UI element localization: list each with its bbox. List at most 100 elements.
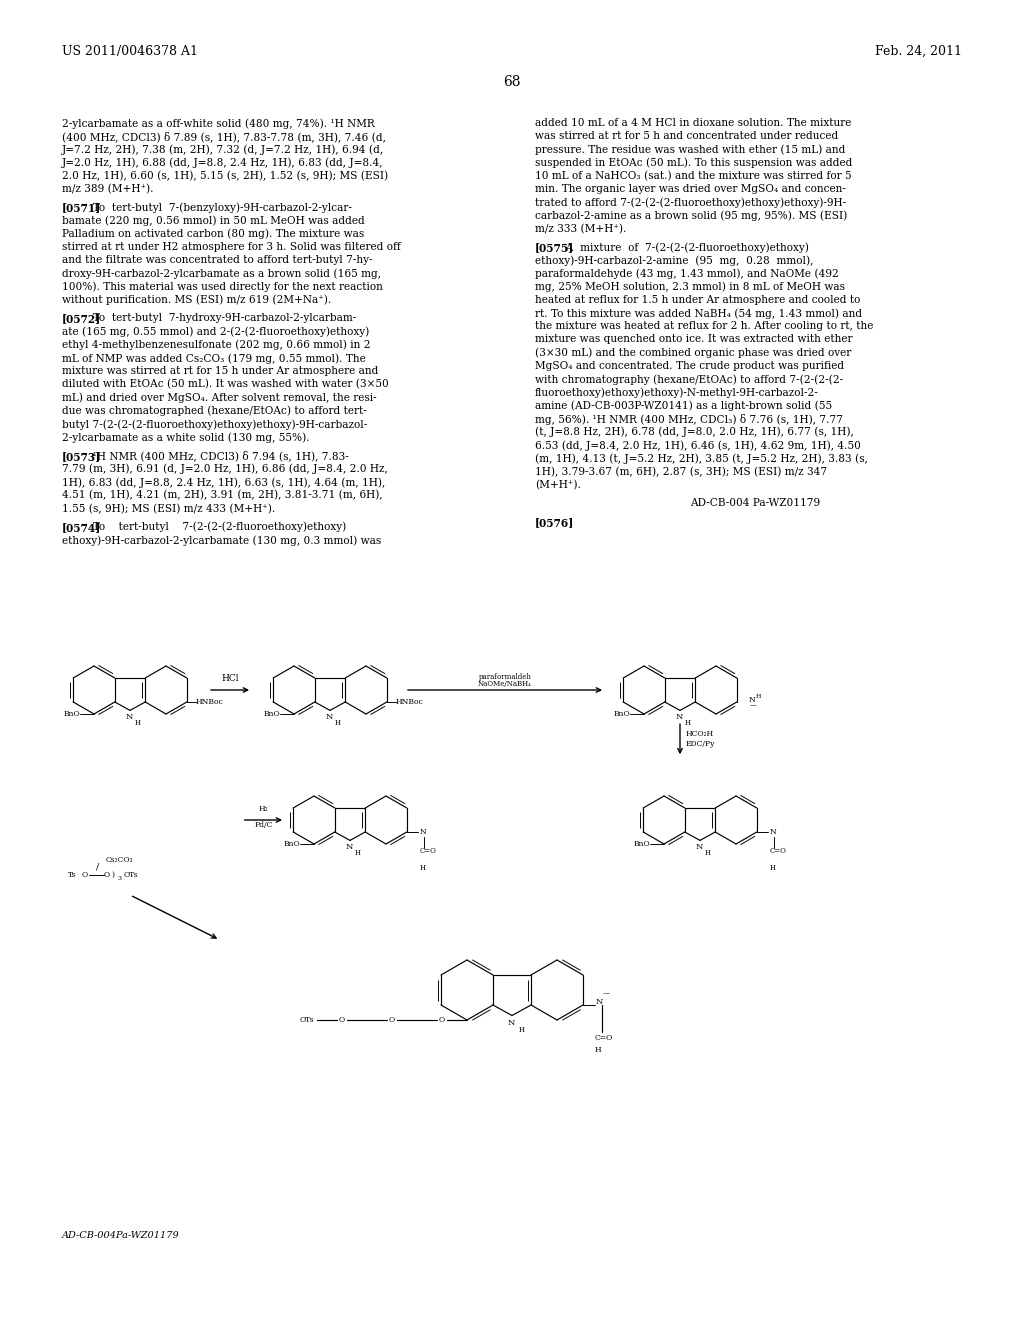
Text: C=O: C=O [420, 847, 436, 855]
Text: trated to afford 7-(2-(2-(2-fluoroethoxy)ethoxy)ethoxy)-9H-: trated to afford 7-(2-(2-(2-fluoroethoxy… [535, 197, 846, 207]
Text: O: O [104, 871, 111, 879]
Text: H: H [135, 719, 140, 727]
Text: fluoroethoxy)ethoxy)ethoxy)-N-methyl-9H-carbazol-2-: fluoroethoxy)ethoxy)ethoxy)-N-methyl-9H-… [535, 387, 819, 397]
Text: pressure. The residue was washed with ether (15 mL) and: pressure. The residue was washed with et… [535, 144, 846, 154]
Text: N: N [696, 843, 703, 851]
Text: N: N [346, 843, 353, 851]
Text: N: N [126, 713, 133, 721]
Text: suspended in EtOAc (50 mL). To this suspension was added: suspended in EtOAc (50 mL). To this susp… [535, 157, 852, 168]
Text: To    tert-butyl    7-(2-(2-(2-fluoroethoxy)ethoxy): To tert-butyl 7-(2-(2-(2-fluoroethoxy)et… [86, 521, 346, 532]
Text: A  mixture  of  7-(2-(2-(2-fluoroethoxy)ethoxy): A mixture of 7-(2-(2-(2-fluoroethoxy)eth… [559, 242, 809, 252]
Text: was stirred at rt for 5 h and concentrated under reduced: was stirred at rt for 5 h and concentrat… [535, 131, 839, 141]
Text: To  tert-butyl  7-(benzyloxy)-9H-carbazol-2-ylcar-: To tert-butyl 7-(benzyloxy)-9H-carbazol-… [86, 202, 351, 213]
Text: H: H [756, 693, 761, 698]
Text: 6.53 (dd, J=8.4, 2.0 Hz, 1H), 6.46 (s, 1H), 4.62 9m, 1H), 4.50: 6.53 (dd, J=8.4, 2.0 Hz, 1H), 6.46 (s, 1… [535, 440, 861, 450]
Text: AD-CB-004Pa-WZ01179: AD-CB-004Pa-WZ01179 [62, 1230, 180, 1239]
Text: H: H [354, 849, 360, 857]
Text: [0572]: [0572] [62, 313, 101, 325]
Text: N: N [420, 828, 426, 836]
Text: /: / [96, 862, 99, 871]
Text: 100%). This material was used directly for the next reaction: 100%). This material was used directly f… [62, 281, 383, 292]
Text: min. The organic layer was dried over MgSO₄ and concen-: min. The organic layer was dried over Mg… [535, 183, 846, 194]
Text: rt. To this mixture was added NaBH₄ (54 mg, 1.43 mmol) and: rt. To this mixture was added NaBH₄ (54 … [535, 308, 862, 318]
Text: paraformaldehyde (43 mg, 1.43 mmol), and NaOMe (492: paraformaldehyde (43 mg, 1.43 mmol), and… [535, 268, 839, 279]
Text: stirred at rt under H2 atmosphere for 3 h. Solid was filtered off: stirred at rt under H2 atmosphere for 3 … [62, 242, 400, 252]
Text: HNBoc: HNBoc [196, 698, 223, 706]
Text: due was chromatographed (hexane/EtOAc) to afford tert-: due was chromatographed (hexane/EtOAc) t… [62, 405, 367, 416]
Text: (3×30 mL) and the combined organic phase was dried over: (3×30 mL) and the combined organic phase… [535, 347, 851, 358]
Text: mixture was stirred at rt for 15 h under Ar atmosphere and: mixture was stirred at rt for 15 h under… [62, 366, 379, 376]
Text: US 2011/0046378 A1: US 2011/0046378 A1 [62, 45, 198, 58]
Text: BnO: BnO [263, 710, 280, 718]
Text: ate (165 mg, 0.55 mmol) and 2-(2-(2-fluoroethoxy)ethoxy): ate (165 mg, 0.55 mmol) and 2-(2-(2-fluo… [62, 326, 370, 337]
Text: H: H [685, 719, 690, 727]
Text: J=2.0 Hz, 1H), 6.88 (dd, J=8.8, 2.4 Hz, 1H), 6.83 (dd, J=8.4,: J=2.0 Hz, 1H), 6.88 (dd, J=8.8, 2.4 Hz, … [62, 157, 384, 168]
Text: paraformaldeh: paraformaldeh [478, 673, 531, 681]
Text: [0576]: [0576] [535, 516, 574, 528]
Text: OTs: OTs [299, 1016, 314, 1024]
Text: HNBoc: HNBoc [396, 698, 424, 706]
Text: O: O [82, 871, 88, 879]
Text: 1H), 6.83 (dd, J=8.8, 2.4 Hz, 1H), 6.63 (s, 1H), 4.64 (m, 1H),: 1H), 6.83 (dd, J=8.8, 2.4 Hz, 1H), 6.63 … [62, 477, 385, 487]
Text: AD-CB-004 Pa-WZ01179: AD-CB-004 Pa-WZ01179 [690, 498, 820, 508]
Text: HCO₂H: HCO₂H [686, 730, 714, 738]
Text: (t, J=8.8 Hz, 2H), 6.78 (dd, J=8.0, 2.0 Hz, 1H), 6.77 (s, 1H),: (t, J=8.8 Hz, 2H), 6.78 (dd, J=8.0, 2.0 … [535, 426, 854, 437]
Text: H: H [420, 865, 425, 873]
Text: mg, 56%). ¹H NMR (400 MHz, CDCl₃) δ 7.76 (s, 1H), 7.77: mg, 56%). ¹H NMR (400 MHz, CDCl₃) δ 7.76… [535, 413, 843, 425]
Text: amine (AD-CB-003P-WZ0141) as a light-brown solid (55: amine (AD-CB-003P-WZ0141) as a light-bro… [535, 400, 833, 411]
Text: 1.55 (s, 9H); MS (ESI) m/z 433 (M+H⁺).: 1.55 (s, 9H); MS (ESI) m/z 433 (M+H⁺). [62, 503, 275, 513]
Text: Pd/C: Pd/C [254, 821, 272, 829]
Text: J=7.2 Hz, 2H), 7.38 (m, 2H), 7.32 (d, J=7.2 Hz, 1H), 6.94 (d,: J=7.2 Hz, 2H), 7.38 (m, 2H), 7.32 (d, J=… [62, 144, 384, 154]
Text: (400 MHz, CDCl3) δ 7.89 (s, 1H), 7.83-7.78 (m, 3H), 7.46 (d,: (400 MHz, CDCl3) δ 7.89 (s, 1H), 7.83-7.… [62, 131, 386, 143]
Text: N: N [596, 998, 603, 1006]
Text: H: H [335, 719, 341, 727]
Text: ethoxy)-9H-carbazol-2-amine  (95  mg,  0.28  mmol),: ethoxy)-9H-carbazol-2-amine (95 mg, 0.28… [535, 255, 813, 265]
Text: bamate (220 mg, 0.56 mmol) in 50 mL MeOH was added: bamate (220 mg, 0.56 mmol) in 50 mL MeOH… [62, 215, 365, 226]
Text: 3: 3 [117, 876, 121, 882]
Text: BnO: BnO [63, 710, 80, 718]
Text: MgSO₄ and concentrated. The crude product was purified: MgSO₄ and concentrated. The crude produc… [535, 360, 844, 371]
Text: (m, 1H), 4.13 (t, J=5.2 Hz, 2H), 3.85 (t, J=5.2 Hz, 2H), 3.83 (s,: (m, 1H), 4.13 (t, J=5.2 Hz, 2H), 3.85 (t… [535, 453, 868, 463]
Text: mixture was quenched onto ice. It was extracted with ether: mixture was quenched onto ice. It was ex… [535, 334, 853, 345]
Text: diluted with EtOAc (50 mL). It was washed with water (3×50: diluted with EtOAc (50 mL). It was washe… [62, 379, 389, 389]
Text: N: N [326, 713, 333, 721]
Text: 7.79 (m, 3H), 6.91 (d, J=2.0 Hz, 1H), 6.86 (dd, J=8.4, 2.0 Hz,: 7.79 (m, 3H), 6.91 (d, J=2.0 Hz, 1H), 6.… [62, 463, 388, 474]
Text: ): ) [111, 871, 114, 879]
Text: BnO: BnO [613, 710, 630, 718]
Text: 4.51 (m, 1H), 4.21 (m, 2H), 3.91 (m, 2H), 3.81-3.71 (m, 6H),: 4.51 (m, 1H), 4.21 (m, 2H), 3.91 (m, 2H)… [62, 490, 383, 500]
Text: OTs: OTs [124, 871, 138, 879]
Text: [0573]: [0573] [62, 450, 101, 462]
Text: Palladium on activated carbon (80 mg). The mixture was: Palladium on activated carbon (80 mg). T… [62, 228, 365, 239]
Text: EDC/Py: EDC/Py [686, 741, 716, 748]
Text: [0571]: [0571] [62, 202, 101, 214]
Text: BnO: BnO [634, 840, 650, 847]
Text: N: N [769, 828, 776, 836]
Text: [0574]: [0574] [62, 521, 101, 533]
Text: m/z 389 (M+H⁺).: m/z 389 (M+H⁺). [62, 183, 154, 194]
Text: droxy-9H-carbazol-2-ylcarbamate as a brown solid (165 mg,: droxy-9H-carbazol-2-ylcarbamate as a bro… [62, 268, 381, 279]
Text: added 10 mL of a 4 M HCl in dioxane solution. The mixture: added 10 mL of a 4 M HCl in dioxane solu… [535, 117, 851, 128]
Text: [0575]: [0575] [535, 242, 574, 253]
Text: and the filtrate was concentrated to afford tert-butyl 7-hy-: and the filtrate was concentrated to aff… [62, 255, 373, 265]
Text: 1H), 3.79-3.67 (m, 6H), 2.87 (s, 3H); MS (ESI) m/z 347: 1H), 3.79-3.67 (m, 6H), 2.87 (s, 3H); MS… [535, 466, 827, 477]
Text: ¹H NMR (400 MHz, CDCl3) δ 7.94 (s, 1H), 7.83-: ¹H NMR (400 MHz, CDCl3) δ 7.94 (s, 1H), … [86, 450, 348, 462]
Text: H₂: H₂ [259, 805, 268, 813]
Text: BnO: BnO [284, 840, 300, 847]
Text: C=O: C=O [769, 847, 786, 855]
Text: with chromatography (hexane/EtOAc) to afford 7-(2-(2-(2-: with chromatography (hexane/EtOAc) to af… [535, 374, 843, 384]
Text: HCl: HCl [221, 675, 239, 682]
Text: O: O [439, 1016, 445, 1024]
Text: heated at reflux for 1.5 h under Ar atmosphere and cooled to: heated at reflux for 1.5 h under Ar atmo… [535, 294, 860, 305]
Text: N: N [508, 1019, 515, 1027]
Text: without purification. MS (ESI) m/z 619 (2M+Na⁺).: without purification. MS (ESI) m/z 619 (… [62, 294, 331, 305]
Text: 2-ylcarbamate as a off-white solid (480 mg, 74%). ¹H NMR: 2-ylcarbamate as a off-white solid (480 … [62, 117, 375, 128]
Text: H: H [705, 849, 711, 857]
Text: H: H [518, 1026, 524, 1034]
Text: 2.0 Hz, 1H), 6.60 (s, 1H), 5.15 (s, 2H), 1.52 (s, 9H); MS (ESI): 2.0 Hz, 1H), 6.60 (s, 1H), 5.15 (s, 2H),… [62, 170, 388, 181]
Text: Cs₂CO₃: Cs₂CO₃ [106, 855, 133, 865]
Text: ethoxy)-9H-carbazol-2-ylcarbamate (130 mg, 0.3 mmol) was: ethoxy)-9H-carbazol-2-ylcarbamate (130 m… [62, 535, 381, 545]
Text: H: H [595, 1045, 602, 1053]
Text: H: H [769, 865, 775, 873]
Text: NaOMe/NaBH₄: NaOMe/NaBH₄ [478, 680, 531, 688]
Text: the mixture was heated at reflux for 2 h. After cooling to rt, the: the mixture was heated at reflux for 2 h… [535, 321, 873, 331]
